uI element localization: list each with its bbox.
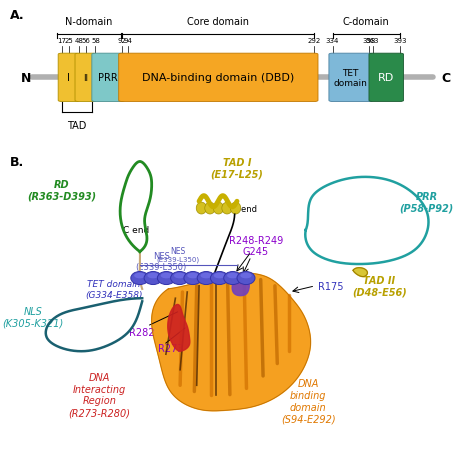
Text: 292: 292 [308,38,321,44]
Ellipse shape [214,273,225,279]
Text: 393: 393 [393,38,407,44]
Text: DNA
binding
domain
(S94-E292): DNA binding domain (S94-E292) [281,379,336,423]
Ellipse shape [174,273,185,279]
Text: II: II [83,74,88,82]
Text: RD
(R363-D393): RD (R363-D393) [27,179,96,201]
Ellipse shape [210,272,228,285]
Ellipse shape [161,273,172,279]
FancyBboxPatch shape [75,54,96,102]
Text: R273: R273 [158,343,183,353]
Ellipse shape [187,273,199,279]
Ellipse shape [197,272,215,285]
Text: 94: 94 [123,38,132,44]
Text: TAD II
(D48-E56): TAD II (D48-E56) [352,275,407,297]
FancyBboxPatch shape [118,54,318,102]
Polygon shape [168,305,190,351]
Text: NES
(E339-L350): NES (E339-L350) [136,252,187,271]
Ellipse shape [222,203,232,214]
Text: R175: R175 [318,281,343,291]
Text: 92: 92 [118,38,127,44]
FancyBboxPatch shape [92,54,125,102]
Text: RD: RD [378,73,394,83]
Ellipse shape [171,272,189,285]
Text: 25: 25 [64,38,73,44]
Text: I: I [67,73,70,83]
Ellipse shape [157,272,175,285]
Text: TET domain
(G334-E358): TET domain (G334-E358) [85,280,143,299]
FancyBboxPatch shape [329,54,373,102]
Ellipse shape [201,273,212,279]
Ellipse shape [131,272,149,285]
Text: N: N [21,72,31,85]
Ellipse shape [227,273,238,279]
Text: 358: 358 [362,38,376,44]
Text: 58: 58 [91,38,100,44]
Ellipse shape [237,272,255,285]
Text: PRR: PRR [98,73,118,83]
Text: (E339-L350): (E339-L350) [156,256,199,262]
Text: Core domain: Core domain [187,17,249,26]
Text: TET
domain: TET domain [334,69,368,88]
Text: TAD: TAD [67,121,87,131]
Ellipse shape [184,272,202,285]
Text: R282: R282 [129,328,155,338]
Text: 363: 363 [366,38,379,44]
Text: C-domain: C-domain [343,17,390,26]
Ellipse shape [147,273,159,279]
Text: PRR
(P58-P92): PRR (P58-P92) [400,192,454,213]
Polygon shape [232,277,249,296]
Ellipse shape [205,203,215,214]
Text: TAD I
(E17-L25): TAD I (E17-L25) [210,157,264,179]
Ellipse shape [230,203,241,214]
Text: DNA-binding domain (DBD): DNA-binding domain (DBD) [142,73,294,83]
Ellipse shape [196,203,207,214]
Text: B.: B. [9,156,24,169]
Text: DNA
Interacting
Region
(R273-R280): DNA Interacting Region (R273-R280) [69,372,130,417]
Text: 334: 334 [326,38,339,44]
Polygon shape [152,273,310,411]
FancyBboxPatch shape [369,54,403,102]
Text: 17: 17 [57,38,66,44]
Text: 48: 48 [74,38,83,44]
Text: A.: A. [9,9,24,22]
Ellipse shape [213,203,224,214]
Ellipse shape [224,272,242,285]
FancyBboxPatch shape [58,54,79,102]
Text: NLS
(K305-K321): NLS (K305-K321) [2,307,64,328]
Text: C end: C end [123,226,149,235]
Ellipse shape [134,273,146,279]
Text: 56: 56 [82,38,91,44]
Text: N-domain: N-domain [65,17,113,26]
Polygon shape [353,268,367,277]
Text: NES: NES [170,247,185,256]
Ellipse shape [144,272,162,285]
Text: C: C [442,72,451,85]
Text: R248-R249
G245: R248-R249 G245 [229,235,283,257]
Ellipse shape [240,273,252,279]
Text: N end: N end [232,204,257,213]
